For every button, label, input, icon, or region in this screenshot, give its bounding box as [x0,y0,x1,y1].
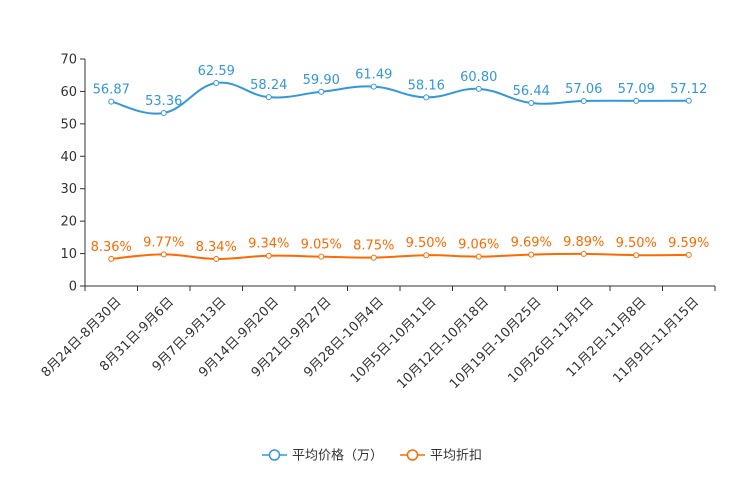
y-tick-label: 70 [60,53,77,68]
y-tick-label: 60 [60,85,77,100]
data-label: 9.59% [668,236,709,251]
data-label: 9.50% [406,236,447,251]
series-line-0 [110,81,689,115]
data-point [318,253,325,260]
data-point [423,94,430,101]
data-label: 56.87 [93,83,130,98]
data-label: 56.44 [513,84,550,99]
data-point [265,252,272,259]
data-point [580,250,587,257]
data-label: 57.09 [618,82,655,97]
series-line-1 [111,252,689,260]
y-tick-label: 0 [69,280,77,295]
data-point [580,97,587,104]
data-point [633,252,640,259]
data-label: 59.90 [303,73,340,88]
y-tick-label: 20 [60,215,77,230]
data-label: 58.16 [408,78,445,93]
data-label: 9.06% [458,238,499,253]
data-label: 62.59 [198,64,235,79]
data-label: 9.69% [511,236,552,251]
data-label: 60.80 [460,70,497,85]
data-point [318,88,325,95]
data-point [475,85,482,92]
x-tick-label: 10月12日-10月18日 [395,295,492,392]
data-point [370,83,377,90]
data-point [528,251,535,258]
data-point [213,255,220,262]
y-tick-label: 40 [60,150,77,165]
data-point [685,251,692,258]
legend-item-label[interactable]: 平均价格（万） [292,448,383,464]
data-point [108,98,115,105]
data-point [213,80,220,87]
data-label: 8.36% [91,240,132,255]
data-point [108,255,115,262]
data-label: 53.36 [145,94,182,109]
data-label: 57.12 [670,82,707,97]
y-tick-label: 30 [60,182,77,197]
data-point [160,251,167,258]
data-point [370,254,377,261]
legend-item-label[interactable]: 平均折扣 [430,449,482,464]
data-label: 9.34% [248,237,289,252]
data-point [633,97,640,104]
data-label: 57.06 [565,82,602,97]
data-label: 9.50% [616,236,657,251]
data-point [265,94,272,101]
x-tick-label: 10月19日-10月25日 [447,295,544,392]
data-label: 9.05% [301,238,342,253]
y-tick-label: 50 [60,117,77,132]
data-label: 8.34% [196,240,237,255]
data-point [475,253,482,260]
y-tick-label: 10 [60,247,77,262]
data-label: 8.75% [353,239,394,254]
data-point [423,252,430,259]
legend-circle-icon [406,449,419,461]
data-point [160,109,167,116]
data-label: 58.24 [250,78,287,93]
data-label: 9.77% [143,235,184,250]
data-label: 61.49 [355,68,392,83]
data-label: 9.89% [563,235,604,250]
legend-circle-icon [268,449,281,461]
data-point [528,99,535,106]
data-point [685,97,692,104]
